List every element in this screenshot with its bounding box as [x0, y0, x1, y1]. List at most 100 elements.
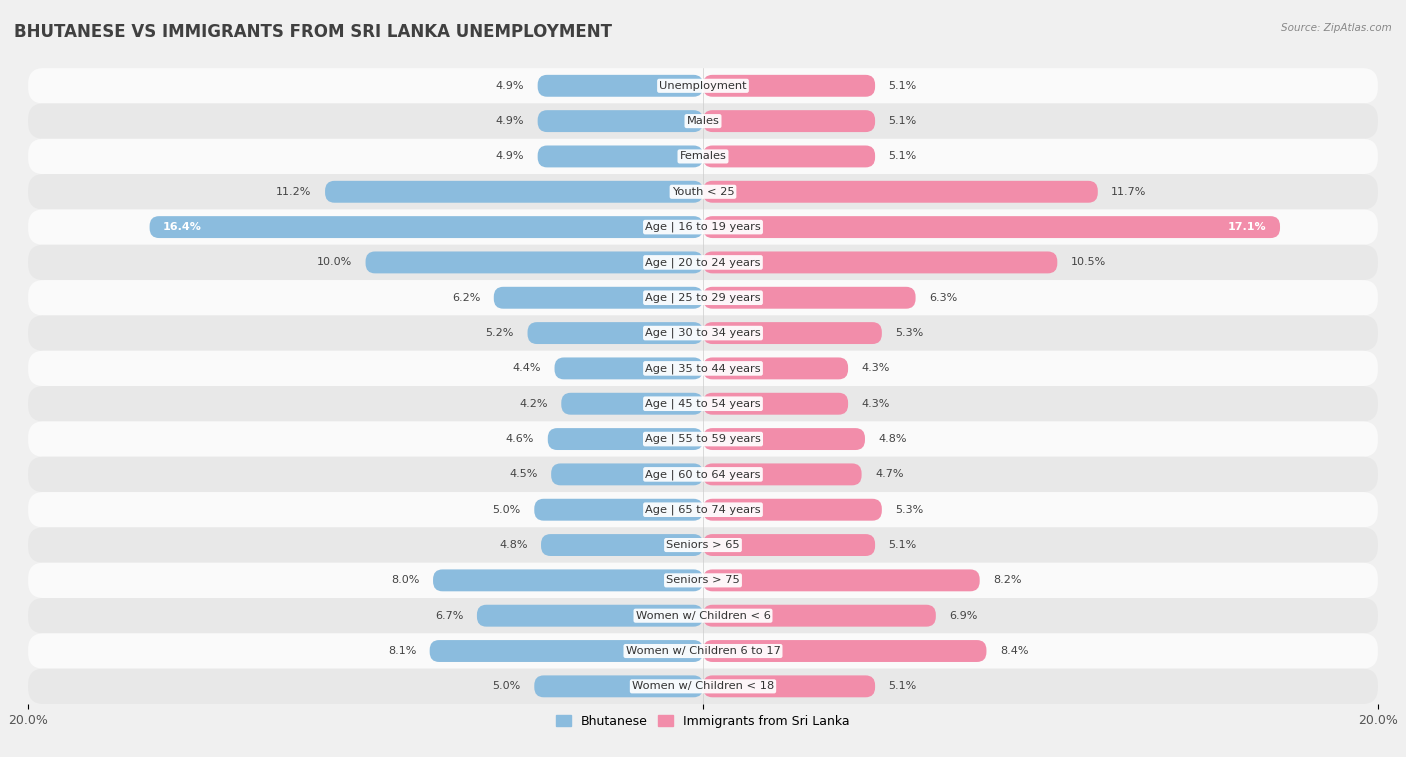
FancyBboxPatch shape [149, 217, 703, 238]
FancyBboxPatch shape [28, 598, 1378, 634]
FancyBboxPatch shape [703, 217, 1279, 238]
FancyBboxPatch shape [28, 245, 1378, 280]
Text: 5.0%: 5.0% [492, 681, 520, 691]
Text: 5.3%: 5.3% [896, 505, 924, 515]
FancyBboxPatch shape [28, 210, 1378, 245]
FancyBboxPatch shape [537, 145, 703, 167]
Text: 4.4%: 4.4% [513, 363, 541, 373]
FancyBboxPatch shape [494, 287, 703, 309]
Text: 8.1%: 8.1% [388, 646, 416, 656]
FancyBboxPatch shape [541, 534, 703, 556]
FancyBboxPatch shape [28, 316, 1378, 350]
FancyBboxPatch shape [703, 499, 882, 521]
Text: 11.7%: 11.7% [1111, 187, 1147, 197]
Text: 6.3%: 6.3% [929, 293, 957, 303]
Text: 16.4%: 16.4% [163, 222, 202, 232]
Text: 10.5%: 10.5% [1071, 257, 1107, 267]
Text: 8.0%: 8.0% [391, 575, 419, 585]
FancyBboxPatch shape [28, 174, 1378, 210]
FancyBboxPatch shape [527, 322, 703, 344]
FancyBboxPatch shape [703, 428, 865, 450]
FancyBboxPatch shape [554, 357, 703, 379]
Text: 8.4%: 8.4% [1000, 646, 1028, 656]
FancyBboxPatch shape [366, 251, 703, 273]
Text: Age | 60 to 64 years: Age | 60 to 64 years [645, 469, 761, 480]
Text: 10.0%: 10.0% [316, 257, 352, 267]
FancyBboxPatch shape [28, 280, 1378, 316]
FancyBboxPatch shape [430, 640, 703, 662]
FancyBboxPatch shape [703, 251, 1057, 273]
Legend: Bhutanese, Immigrants from Sri Lanka: Bhutanese, Immigrants from Sri Lanka [551, 710, 855, 733]
FancyBboxPatch shape [28, 139, 1378, 174]
Text: 5.1%: 5.1% [889, 81, 917, 91]
FancyBboxPatch shape [325, 181, 703, 203]
Text: 5.1%: 5.1% [889, 151, 917, 161]
FancyBboxPatch shape [28, 422, 1378, 456]
Text: Youth < 25: Youth < 25 [672, 187, 734, 197]
Text: Source: ZipAtlas.com: Source: ZipAtlas.com [1281, 23, 1392, 33]
FancyBboxPatch shape [28, 668, 1378, 704]
Text: 17.1%: 17.1% [1227, 222, 1267, 232]
FancyBboxPatch shape [28, 68, 1378, 104]
FancyBboxPatch shape [477, 605, 703, 627]
FancyBboxPatch shape [703, 322, 882, 344]
FancyBboxPatch shape [28, 104, 1378, 139]
Text: 4.5%: 4.5% [509, 469, 537, 479]
FancyBboxPatch shape [703, 287, 915, 309]
FancyBboxPatch shape [703, 605, 936, 627]
Text: 4.9%: 4.9% [496, 116, 524, 126]
FancyBboxPatch shape [28, 386, 1378, 422]
Text: 5.2%: 5.2% [485, 328, 515, 338]
Text: BHUTANESE VS IMMIGRANTS FROM SRI LANKA UNEMPLOYMENT: BHUTANESE VS IMMIGRANTS FROM SRI LANKA U… [14, 23, 612, 41]
FancyBboxPatch shape [703, 675, 875, 697]
FancyBboxPatch shape [537, 111, 703, 132]
FancyBboxPatch shape [703, 145, 875, 167]
Text: 5.0%: 5.0% [492, 505, 520, 515]
FancyBboxPatch shape [28, 456, 1378, 492]
FancyBboxPatch shape [703, 75, 875, 97]
Text: 4.6%: 4.6% [506, 434, 534, 444]
Text: 4.3%: 4.3% [862, 363, 890, 373]
Text: Seniors > 65: Seniors > 65 [666, 540, 740, 550]
Text: Males: Males [686, 116, 720, 126]
Text: Age | 45 to 54 years: Age | 45 to 54 years [645, 398, 761, 409]
Text: 8.2%: 8.2% [993, 575, 1022, 585]
FancyBboxPatch shape [28, 562, 1378, 598]
FancyBboxPatch shape [534, 499, 703, 521]
Text: 4.7%: 4.7% [875, 469, 904, 479]
Text: 4.9%: 4.9% [496, 151, 524, 161]
Text: 4.3%: 4.3% [862, 399, 890, 409]
Text: Age | 30 to 34 years: Age | 30 to 34 years [645, 328, 761, 338]
FancyBboxPatch shape [548, 428, 703, 450]
Text: 4.2%: 4.2% [519, 399, 548, 409]
Text: 6.7%: 6.7% [434, 611, 464, 621]
Text: Unemployment: Unemployment [659, 81, 747, 91]
Text: 11.2%: 11.2% [276, 187, 312, 197]
Text: Age | 16 to 19 years: Age | 16 to 19 years [645, 222, 761, 232]
FancyBboxPatch shape [433, 569, 703, 591]
FancyBboxPatch shape [703, 569, 980, 591]
Text: Women w/ Children < 6: Women w/ Children < 6 [636, 611, 770, 621]
FancyBboxPatch shape [28, 492, 1378, 528]
Text: Age | 25 to 29 years: Age | 25 to 29 years [645, 292, 761, 303]
FancyBboxPatch shape [703, 181, 1098, 203]
FancyBboxPatch shape [551, 463, 703, 485]
Text: 4.8%: 4.8% [499, 540, 527, 550]
FancyBboxPatch shape [28, 350, 1378, 386]
FancyBboxPatch shape [703, 111, 875, 132]
Text: Women w/ Children 6 to 17: Women w/ Children 6 to 17 [626, 646, 780, 656]
Text: 5.3%: 5.3% [896, 328, 924, 338]
Text: Age | 65 to 74 years: Age | 65 to 74 years [645, 504, 761, 515]
FancyBboxPatch shape [703, 534, 875, 556]
FancyBboxPatch shape [703, 640, 987, 662]
Text: Age | 20 to 24 years: Age | 20 to 24 years [645, 257, 761, 268]
FancyBboxPatch shape [28, 528, 1378, 562]
FancyBboxPatch shape [703, 463, 862, 485]
Text: 5.1%: 5.1% [889, 540, 917, 550]
FancyBboxPatch shape [561, 393, 703, 415]
Text: 5.1%: 5.1% [889, 116, 917, 126]
Text: Age | 35 to 44 years: Age | 35 to 44 years [645, 363, 761, 374]
FancyBboxPatch shape [28, 634, 1378, 668]
FancyBboxPatch shape [703, 357, 848, 379]
Text: 6.2%: 6.2% [451, 293, 481, 303]
